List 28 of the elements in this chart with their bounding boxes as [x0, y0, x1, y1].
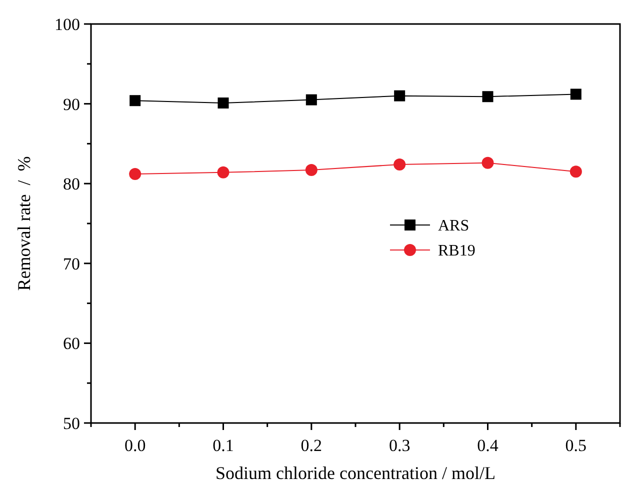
point [217, 166, 230, 178]
x-tick-label: 0.4 [477, 436, 499, 455]
point [394, 90, 406, 102]
legend-label: ARS [438, 218, 470, 235]
y-tick-label: 50 [63, 414, 80, 433]
x-tick-label: 0.1 [212, 436, 234, 455]
legend-label: RB19 [438, 242, 476, 260]
point [130, 95, 141, 106]
point [306, 94, 317, 106]
x-tick-label: 0.3 [388, 436, 410, 455]
x-axis-title: Sodium chloride concentration / mol/L [216, 463, 496, 483]
y-tick-label: 60 [63, 334, 80, 354]
y-axis-title: Removal rate / % [14, 156, 34, 291]
text: 0.0 [124, 436, 146, 455]
x-tick-label: 0.2 [300, 436, 322, 455]
y-tick-label: 100 [54, 14, 80, 34]
y-tick-label: 80 [63, 174, 80, 194]
x-tick-label: 0.5 [565, 436, 587, 455]
point [129, 168, 142, 180]
point [218, 98, 229, 108]
y-tick-label: 90 [63, 94, 80, 114]
point [482, 91, 494, 102]
point [305, 164, 318, 176]
point [482, 156, 494, 169]
point [570, 166, 582, 178]
point [394, 158, 406, 170]
point [570, 88, 582, 100]
y-tick-label: 70 [63, 254, 80, 274]
